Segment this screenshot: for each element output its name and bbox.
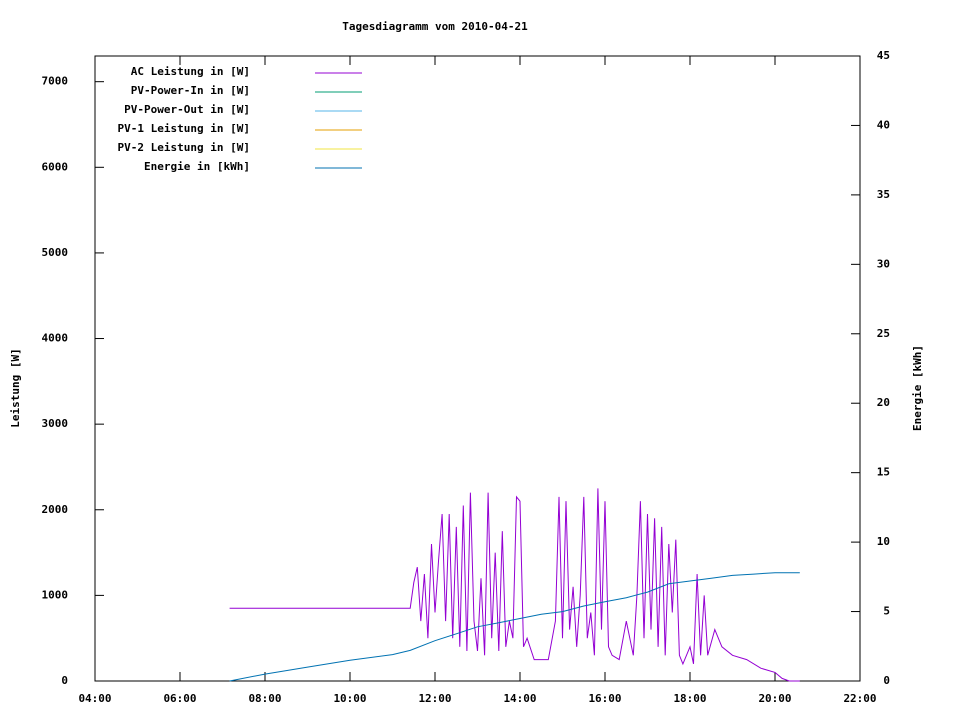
legend-label: PV-1 Leistung in [W] [118,122,250,135]
y-axis-label: Leistung [W] [9,348,22,427]
y2-tick-label: 20 [877,396,890,409]
y-tick-label: 3000 [42,417,69,430]
series-line [229,572,800,682]
y-tick-label: 2000 [42,503,69,516]
y-tick-label: 4000 [42,332,69,345]
x-tick-label: 18:00 [673,692,706,705]
x-tick-label: 14:00 [503,692,536,705]
y2-tick-label: 5 [883,605,890,618]
x-tick-label: 12:00 [418,692,451,705]
legend-label: PV-Power-Out in [W] [124,103,250,116]
chart-title: Tagesdiagramm vom 2010-04-21 [342,20,528,33]
x-tick-label: 20:00 [758,692,791,705]
y-tick-label: 6000 [42,160,69,173]
y2-tick-label: 30 [877,257,890,270]
y-tick-label: 0 [61,674,68,687]
plot-border [94,55,861,682]
legend-label: Energie in [kWh] [144,160,250,173]
legend-label: AC Leistung in [W] [131,65,250,78]
x-tick-label: 16:00 [588,692,621,705]
y2-tick-label: 35 [877,188,890,201]
y2-tick-label: 40 [877,118,890,131]
y2-tick-label: 10 [877,535,890,548]
y2-tick-label: 0 [883,674,890,687]
y-tick-label: 7000 [42,75,69,88]
legend-label: PV-Power-In in [W] [131,84,250,97]
y2-tick-label: 15 [877,466,890,479]
x-tick-label: 06:00 [163,692,196,705]
x-tick-label: 04:00 [78,692,111,705]
x-tick-label: 08:00 [248,692,281,705]
y-tick-label: 1000 [42,588,69,601]
x-tick-label: 22:00 [843,692,876,705]
y2-tick-label: 25 [877,327,890,340]
legend-label: PV-2 Leistung in [W] [118,141,250,154]
series-line [229,488,800,682]
y2-tick-label: 45 [877,49,890,62]
x-tick-label: 10:00 [333,692,366,705]
y-tick-label: 5000 [42,246,69,259]
y2-axis-label: Energie [kWh] [911,345,924,431]
